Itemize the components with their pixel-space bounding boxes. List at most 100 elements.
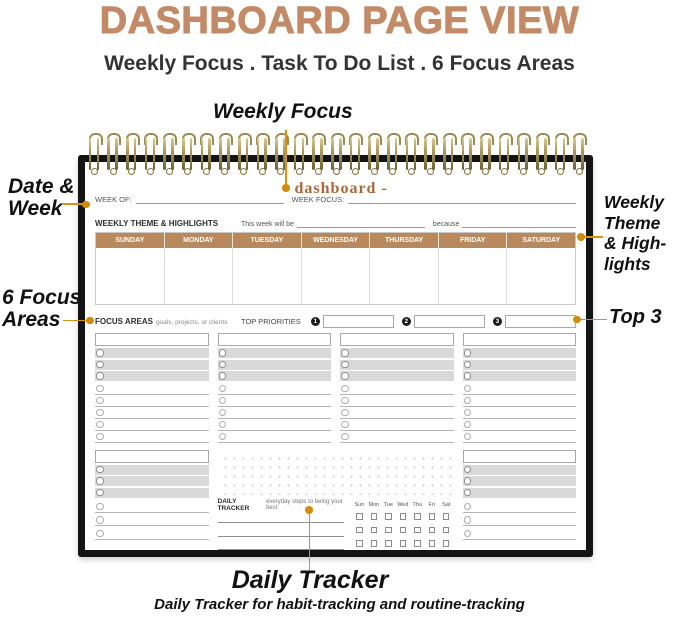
tracker-day-tue: Tue (383, 501, 393, 508)
task-row (217, 407, 331, 419)
checkbox-cell (439, 513, 453, 520)
task-row (217, 419, 331, 431)
checkbox-cell (439, 540, 453, 547)
task-rows (217, 383, 331, 443)
spiral-coil-icon (88, 133, 103, 175)
focus-priorities-row: FOCUS AREAS goals, projects, or clients … (95, 313, 576, 329)
focus-areas-group: FOCUS AREAS goals, projects, or clients (95, 317, 241, 326)
week-table-body (96, 248, 575, 304)
day-cell (507, 248, 575, 304)
checkbox (428, 526, 435, 533)
task-row (462, 407, 576, 419)
tracker-day-wed: Wed (397, 501, 409, 508)
checkbox-cell (367, 526, 381, 533)
spiral-coil-icon (386, 133, 401, 175)
annotation-dot (86, 316, 94, 324)
dashboard-page-heading: - dashboard - (283, 180, 388, 197)
task-row-highlight (340, 359, 454, 370)
task-row-highlight (95, 371, 209, 381)
page-title: DASHBOARD PAGE VIEW (99, 0, 580, 43)
callout-daily-tracker-caption: Daily Tracker for habit-tracking and rou… (154, 596, 525, 613)
checkbox (370, 513, 378, 520)
checkbox (414, 513, 421, 520)
priority-3-number: 3 (492, 316, 502, 326)
week-focus-blank (348, 196, 576, 204)
focus-area-grid: DAILY TRACKER everyday steps to being yo… (95, 333, 576, 550)
day-header-tuesday: TUESDAY (233, 233, 302, 248)
annotation-line (308, 512, 311, 570)
focus-area-column (217, 333, 331, 443)
tracker-day-fri: Fri (428, 501, 435, 508)
focus-area-column (462, 449, 576, 551)
task-row (462, 499, 576, 513)
highlight-rows (217, 348, 331, 381)
daily-tracker-label: DAILY TRACKER (217, 497, 250, 512)
spiral-coil-icon (163, 133, 178, 175)
checkbox-cell (410, 513, 424, 520)
task-row (217, 395, 331, 407)
task-row (95, 513, 209, 526)
priority-2-number: 2 (401, 316, 411, 326)
task-row-highlight (462, 464, 576, 475)
spiral-coil-icon (498, 133, 513, 175)
task-row-highlight (462, 359, 576, 370)
task-row-highlight (217, 371, 331, 381)
focus-area-column (95, 333, 209, 443)
checkbox-cell (352, 540, 366, 547)
day-cell (165, 248, 234, 304)
checkbox (370, 540, 378, 547)
task-row-highlight (462, 487, 576, 498)
task-row-highlight (340, 371, 454, 381)
checkbox-row (352, 510, 453, 524)
spiral-coil-icon (554, 133, 569, 175)
daily-tracker: DAILY TRACKER everyday steps to being yo… (217, 497, 454, 551)
task-row (95, 383, 209, 395)
day-header-sunday: SUNDAY (96, 233, 165, 248)
tracker-days-row: Sun Mon Tue Wed Thu Fri Sat (352, 498, 453, 510)
checkbox (356, 526, 363, 533)
spiral-coil-icon (312, 133, 327, 175)
planner-notepad: - dashboard - WEEK OF: WEEK FOCUS: WEEKL… (78, 155, 593, 557)
annotation-dot (305, 506, 313, 514)
task-row (95, 395, 209, 407)
spiral-coil-icon (144, 133, 159, 175)
callout-top-3: Top 3 (609, 306, 662, 328)
checkbox (370, 526, 378, 533)
checkbox (385, 526, 392, 533)
habit-lines (217, 510, 345, 550)
tracker-checkboxes: Sun Mon Tue Wed Thu Fri Sat (352, 498, 453, 551)
task-rows (462, 499, 576, 540)
spiral-coil-icon (405, 133, 420, 175)
because-label: because (432, 221, 460, 228)
task-row (340, 383, 454, 395)
spiral-coil-icon (218, 133, 233, 175)
callout-weekly-focus: Weekly Focus (213, 100, 353, 123)
priority-3-blank (504, 314, 576, 328)
focus-area-column (340, 333, 454, 443)
checkbox-row (352, 537, 453, 551)
spiral-coil-icon (517, 133, 532, 175)
focus-area-title-box (95, 449, 209, 463)
annotation-dot (282, 184, 290, 192)
weekly-theme-label: WEEKLY THEME & HIGHLIGHTS (95, 219, 219, 228)
day-cell (370, 248, 439, 304)
priority-2: 2 (401, 314, 485, 328)
habit-line (217, 537, 345, 550)
focus-area-title-box (95, 333, 209, 346)
callout-date-week: Date & Week (8, 175, 75, 221)
task-rows (95, 383, 209, 443)
spiral-coil-icon (479, 133, 494, 175)
day-cell (233, 248, 302, 304)
page-subtitle: Weekly Focus . Task To Do List . 6 Focus… (104, 52, 575, 75)
week-table: SUNDAY MONDAY TUESDAY WEDNESDAY THURSDAY… (95, 232, 576, 305)
checkbox (356, 513, 363, 520)
annotation-line (63, 319, 87, 322)
spiral-coil-icon (535, 133, 550, 175)
tracker-habits: DAILY TRACKER everyday steps to being yo… (217, 497, 345, 550)
task-rows (340, 383, 454, 443)
highlight-rows (95, 348, 209, 381)
task-row (462, 513, 576, 526)
day-header-friday: FRIDAY (439, 233, 508, 248)
day-header-wednesday: WEDNESDAY (302, 233, 371, 248)
spiral-coil-icon (107, 133, 122, 175)
